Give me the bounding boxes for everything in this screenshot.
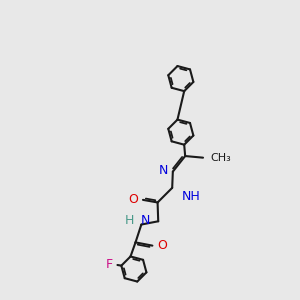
Text: N: N — [159, 164, 169, 176]
Text: NH: NH — [181, 190, 200, 203]
Text: N: N — [141, 214, 150, 227]
Text: F: F — [106, 258, 113, 271]
Text: CH₃: CH₃ — [210, 153, 231, 163]
Text: O: O — [128, 194, 138, 206]
Text: H: H — [125, 214, 134, 227]
Text: O: O — [157, 239, 167, 252]
